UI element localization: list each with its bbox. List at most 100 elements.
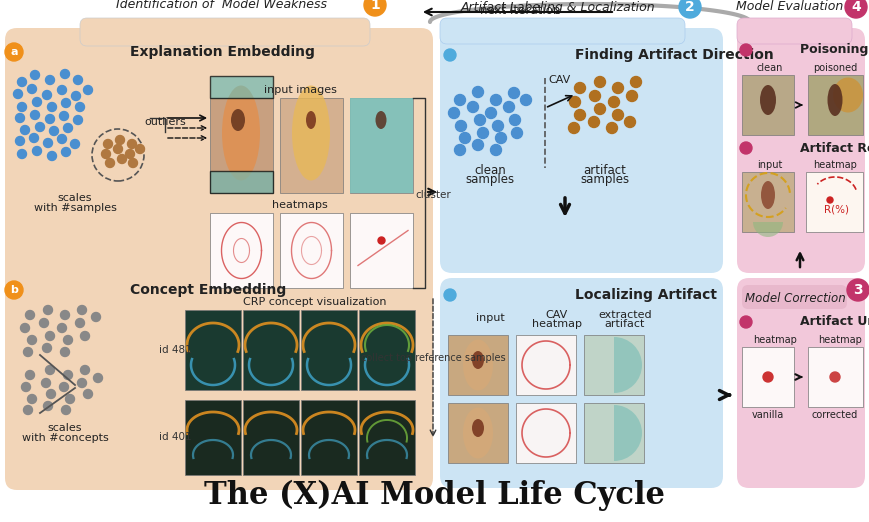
Circle shape [612,82,623,93]
Text: 2: 2 [685,0,694,14]
Circle shape [43,90,51,100]
Circle shape [21,324,30,333]
Text: b: b [10,285,18,295]
Text: Artifact Relevance: Artifact Relevance [799,141,869,155]
Circle shape [30,111,39,120]
Circle shape [14,89,23,99]
Bar [741,347,793,407]
FancyBboxPatch shape [736,28,864,273]
Ellipse shape [462,408,493,458]
Circle shape [61,311,70,319]
Bar [448,403,507,463]
Text: Poisoning Dataset: Poisoning Dataset [799,43,869,56]
Circle shape [569,97,580,108]
Text: Explanation Embedding: Explanation Embedding [129,45,315,59]
Circle shape [59,383,69,392]
Text: heatmap: heatmap [531,319,581,329]
Text: CAV: CAV [545,310,567,320]
Circle shape [17,102,26,112]
Ellipse shape [472,351,483,369]
Bar [583,403,643,463]
Circle shape [28,395,36,404]
Circle shape [125,149,135,159]
FancyBboxPatch shape [440,28,722,273]
Text: Model Evaluation: Model Evaluation [735,1,843,14]
Text: scales: scales [57,193,92,203]
Text: cluster: cluster [415,190,450,200]
Ellipse shape [462,339,493,390]
Circle shape [129,159,137,168]
Circle shape [443,49,455,61]
Bar [280,98,342,193]
Circle shape [454,145,465,156]
Circle shape [45,76,55,85]
Bar [807,347,862,407]
Circle shape [17,77,26,87]
Circle shape [448,108,459,118]
Text: Identification of  Model Weakness: Identification of Model Weakness [116,0,327,11]
Circle shape [626,90,637,101]
Circle shape [630,77,640,88]
Text: Finding Artifact Direction: Finding Artifact Direction [574,48,773,62]
Circle shape [62,148,70,157]
Text: input: input [756,160,782,170]
Circle shape [678,0,700,18]
Circle shape [25,311,35,319]
Bar [185,400,241,475]
Circle shape [829,372,839,382]
Circle shape [136,145,144,153]
Bar [185,310,241,390]
Circle shape [607,97,619,108]
FancyBboxPatch shape [736,18,851,44]
Circle shape [102,149,110,159]
Circle shape [50,126,58,136]
Circle shape [77,305,86,314]
Circle shape [23,406,32,414]
Text: collect top reference samples: collect top reference samples [361,353,505,363]
Bar [349,213,413,288]
Text: outliers: outliers [144,117,186,127]
Circle shape [17,149,26,159]
Text: CRP concept visualization: CRP concept visualization [243,297,387,307]
Circle shape [21,125,30,135]
Circle shape [32,98,42,106]
Circle shape [63,371,72,379]
Circle shape [22,383,30,392]
Circle shape [844,0,866,18]
Text: with #samples: with #samples [34,203,116,213]
Circle shape [43,138,52,148]
Circle shape [105,159,115,168]
Circle shape [113,145,123,153]
Circle shape [492,121,503,132]
Circle shape [567,123,579,134]
Bar [448,335,507,395]
Circle shape [62,99,70,108]
Circle shape [61,348,70,357]
Circle shape [43,401,52,410]
Circle shape [28,336,36,345]
Text: scales: scales [48,423,83,433]
Circle shape [43,305,52,314]
Text: poisoned: poisoned [812,63,856,73]
Circle shape [23,348,32,357]
Text: id 481: id 481 [158,345,191,355]
Circle shape [32,147,42,156]
Text: next iteration: next iteration [480,4,560,17]
Circle shape [39,318,49,327]
Circle shape [83,389,92,398]
Circle shape [28,85,36,93]
Bar [301,310,356,390]
Bar [209,98,273,193]
Circle shape [5,43,23,61]
Bar [741,172,793,232]
FancyBboxPatch shape [80,18,369,46]
Ellipse shape [222,86,260,181]
Circle shape [73,76,83,85]
Circle shape [59,112,69,121]
Text: samples: samples [580,173,629,186]
Circle shape [594,77,605,88]
FancyBboxPatch shape [209,76,273,98]
Ellipse shape [826,84,841,116]
Text: CAV: CAV [547,75,569,85]
Circle shape [485,108,496,118]
